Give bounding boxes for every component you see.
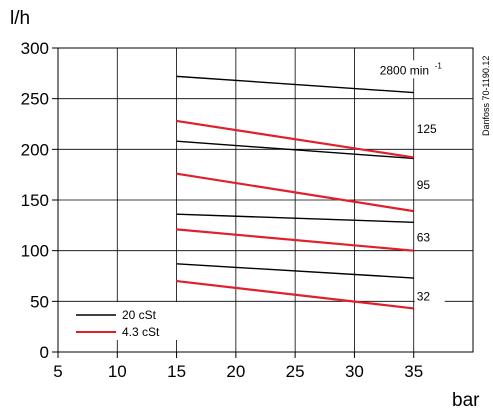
series-line-63-4-3cst bbox=[176, 228, 414, 252]
legend: 20 cSt 4.3 cSt bbox=[72, 302, 182, 340]
x-tick-label-10: 10 bbox=[108, 362, 127, 381]
y-tick-label-250: 250 bbox=[21, 90, 49, 109]
series-line-2800-20cst bbox=[176, 75, 414, 94]
series-lines bbox=[176, 75, 414, 310]
y-tick-label-0: 0 bbox=[40, 343, 49, 362]
y-tick-label-300: 300 bbox=[21, 39, 49, 58]
series-line-63-20cst bbox=[176, 213, 414, 223]
speed-label-95: 95 bbox=[417, 178, 431, 192]
x-tick-label-35: 35 bbox=[404, 362, 423, 381]
series-line-125-20cst bbox=[176, 140, 414, 160]
series-line-125-4-3cst bbox=[176, 119, 414, 159]
series-line-95-4-3cst bbox=[176, 172, 414, 213]
speed-label-superscript: -1 bbox=[435, 61, 443, 70]
reference-code: Danfoss 70-1190.12 bbox=[481, 56, 491, 136]
x-tick-label-20: 20 bbox=[226, 362, 245, 381]
x-tick-label-5: 5 bbox=[53, 362, 62, 381]
speed-label-32: 32 bbox=[417, 289, 431, 303]
speed-label-bg-4 bbox=[414, 286, 445, 305]
legend-label-0: 20 cSt bbox=[122, 308, 157, 322]
speed-label-bg-1 bbox=[414, 119, 445, 138]
x-axis-label: bar bbox=[452, 390, 480, 411]
legend-label-1: 4.3 cSt bbox=[122, 325, 160, 339]
speed-label-63: 63 bbox=[417, 231, 431, 245]
x-tick-label-15: 15 bbox=[167, 362, 186, 381]
y-tick-label-100: 100 bbox=[21, 242, 49, 261]
speed-label-bg-3 bbox=[414, 227, 445, 246]
y-tick-label-50: 50 bbox=[30, 292, 49, 311]
x-tick-label-30: 30 bbox=[345, 362, 364, 381]
speed-labels: 2800 min -1 125 95 63 32 bbox=[377, 60, 446, 305]
y-tick-label-150: 150 bbox=[21, 191, 49, 210]
x-tick-label-25: 25 bbox=[286, 362, 305, 381]
speed-label-bg-0 bbox=[377, 60, 446, 79]
tick-labels: 5 10 15 20 25 30 35 0 50 100 150 200 250 300 bbox=[21, 39, 424, 381]
speed-label-2800-min: 2800 min bbox=[380, 63, 429, 77]
legend-box bbox=[72, 302, 182, 340]
y-tick-label-200: 200 bbox=[21, 140, 49, 159]
speed-label-bg-2 bbox=[414, 174, 445, 193]
series-line-32-20cst bbox=[176, 263, 414, 279]
series-line-32-4-3cst bbox=[176, 279, 414, 310]
y-axis-label: l/h bbox=[10, 8, 30, 29]
speed-label-125: 125 bbox=[417, 122, 437, 136]
